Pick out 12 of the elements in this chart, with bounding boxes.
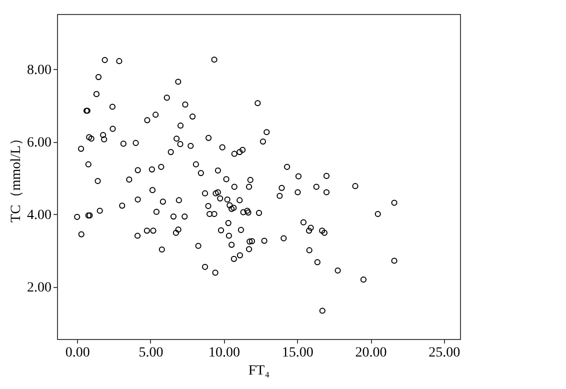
y-tick-label: 2.00 xyxy=(27,280,52,296)
y-tick-label: 4.00 xyxy=(27,208,52,223)
x-axis-title: FT₄ xyxy=(248,364,270,378)
x-tick-label: 10.00 xyxy=(208,346,240,360)
x-tick-label: 15.00 xyxy=(282,346,314,360)
y-axis-title: TC（mmol/L） xyxy=(9,132,24,222)
x-tick-label: 0.00 xyxy=(65,346,90,360)
x-tick-label: 20.00 xyxy=(355,346,387,360)
x-tick-label: 25.00 xyxy=(428,346,460,360)
y-tick-label: 6.00 xyxy=(27,135,52,150)
y-tick-label: 8.00 xyxy=(27,62,52,78)
x-tick-label: 5.00 xyxy=(138,346,164,360)
